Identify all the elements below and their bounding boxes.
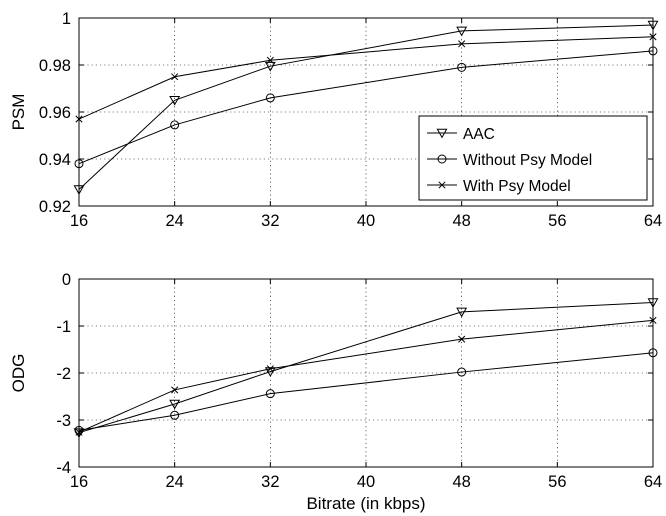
psm-data-point — [266, 56, 274, 64]
psm-ytick-label: 0.92 — [39, 198, 71, 216]
psm-series-line-1 — [78, 50, 654, 165]
odg-ytick-label: -2 — [56, 365, 71, 383]
odg-ytick-label: -3 — [56, 412, 71, 430]
odg-data-point — [264, 367, 276, 378]
odg-xtick-label: 24 — [165, 473, 183, 491]
odg-xtick-label: 40 — [357, 473, 375, 491]
psm-data-point — [265, 93, 275, 103]
psm-xtick-label: 32 — [261, 212, 279, 230]
odg-xtick-label: 32 — [261, 473, 279, 491]
psm-legend: AAC Without Psy Model With Psy Model — [418, 115, 648, 201]
psm-ytick-label: 0.94 — [39, 151, 71, 169]
odg-data-point — [456, 307, 468, 318]
odg-xtick-label: 16 — [70, 473, 88, 491]
legend-marker — [436, 128, 448, 139]
odg-axes-box — [78, 278, 654, 468]
psm-ytick-label: 1 — [62, 10, 71, 28]
psm-ylabel: PSM — [9, 94, 28, 131]
psm-xtick-label: 48 — [452, 212, 470, 230]
odg-series-line-0 — [78, 302, 654, 434]
odg-xtick-label: 56 — [548, 473, 566, 491]
psm-xtick-label: 24 — [165, 212, 183, 230]
legend-label: AAC — [463, 126, 495, 143]
psm-series-line-0 — [78, 24, 654, 190]
legend-marker — [437, 154, 447, 164]
odg-plot-area — [79, 279, 653, 467]
odg-xtick-label: 48 — [452, 473, 470, 491]
psm-data-point — [169, 95, 181, 106]
legend-marker — [438, 181, 446, 189]
odg-ytick-label: 0 — [62, 271, 71, 289]
odg-ytick-label: -4 — [56, 459, 71, 477]
odg-chart: 16 24 32 40 48 56 64 -4 -3 -2 -1 0 ODG Bitrate (in kb… — [9, 271, 662, 513]
odg-xlabel: Bitrate (in kbps) — [306, 494, 425, 513]
odg-ytick-label: -1 — [56, 318, 71, 336]
odg-data-point — [458, 335, 466, 343]
psm-data-point — [170, 120, 180, 130]
odg-data-point — [171, 386, 179, 394]
psm-data-point — [458, 40, 466, 48]
psm-data-point — [456, 26, 468, 37]
psm-axes-box — [78, 17, 654, 207]
odg-data-point — [170, 410, 180, 420]
odg-data-point — [266, 365, 274, 373]
psm-data-point — [171, 73, 179, 81]
odg-series-line-1 — [78, 352, 654, 431]
psm-xtick-label: 16 — [70, 212, 88, 230]
legend-label: Without Psy Model — [463, 152, 592, 169]
psm-ytick-label: 0.98 — [39, 57, 71, 75]
legend-label: With Psy Model — [463, 178, 571, 195]
psm-xtick-label: 64 — [644, 212, 662, 230]
legend-box — [418, 115, 648, 201]
psm-data-point — [457, 62, 467, 72]
odg-xtick-label: 64 — [644, 473, 662, 491]
psm-data-point — [264, 61, 276, 72]
psm-xtick-label: 56 — [548, 212, 566, 230]
psm-xtick-label: 40 — [357, 212, 375, 230]
odg-data-point — [457, 367, 467, 377]
odg-data-point — [169, 399, 181, 410]
odg-data-point — [265, 389, 275, 399]
psm-ytick-label: 0.96 — [39, 104, 71, 122]
odg-ylabel: ODG — [9, 354, 28, 393]
psm-chart: 16 24 32 40 48 56 64 0.92 0.94 0.96 0.98 1 PSM AAC Wit… — [9, 10, 662, 230]
